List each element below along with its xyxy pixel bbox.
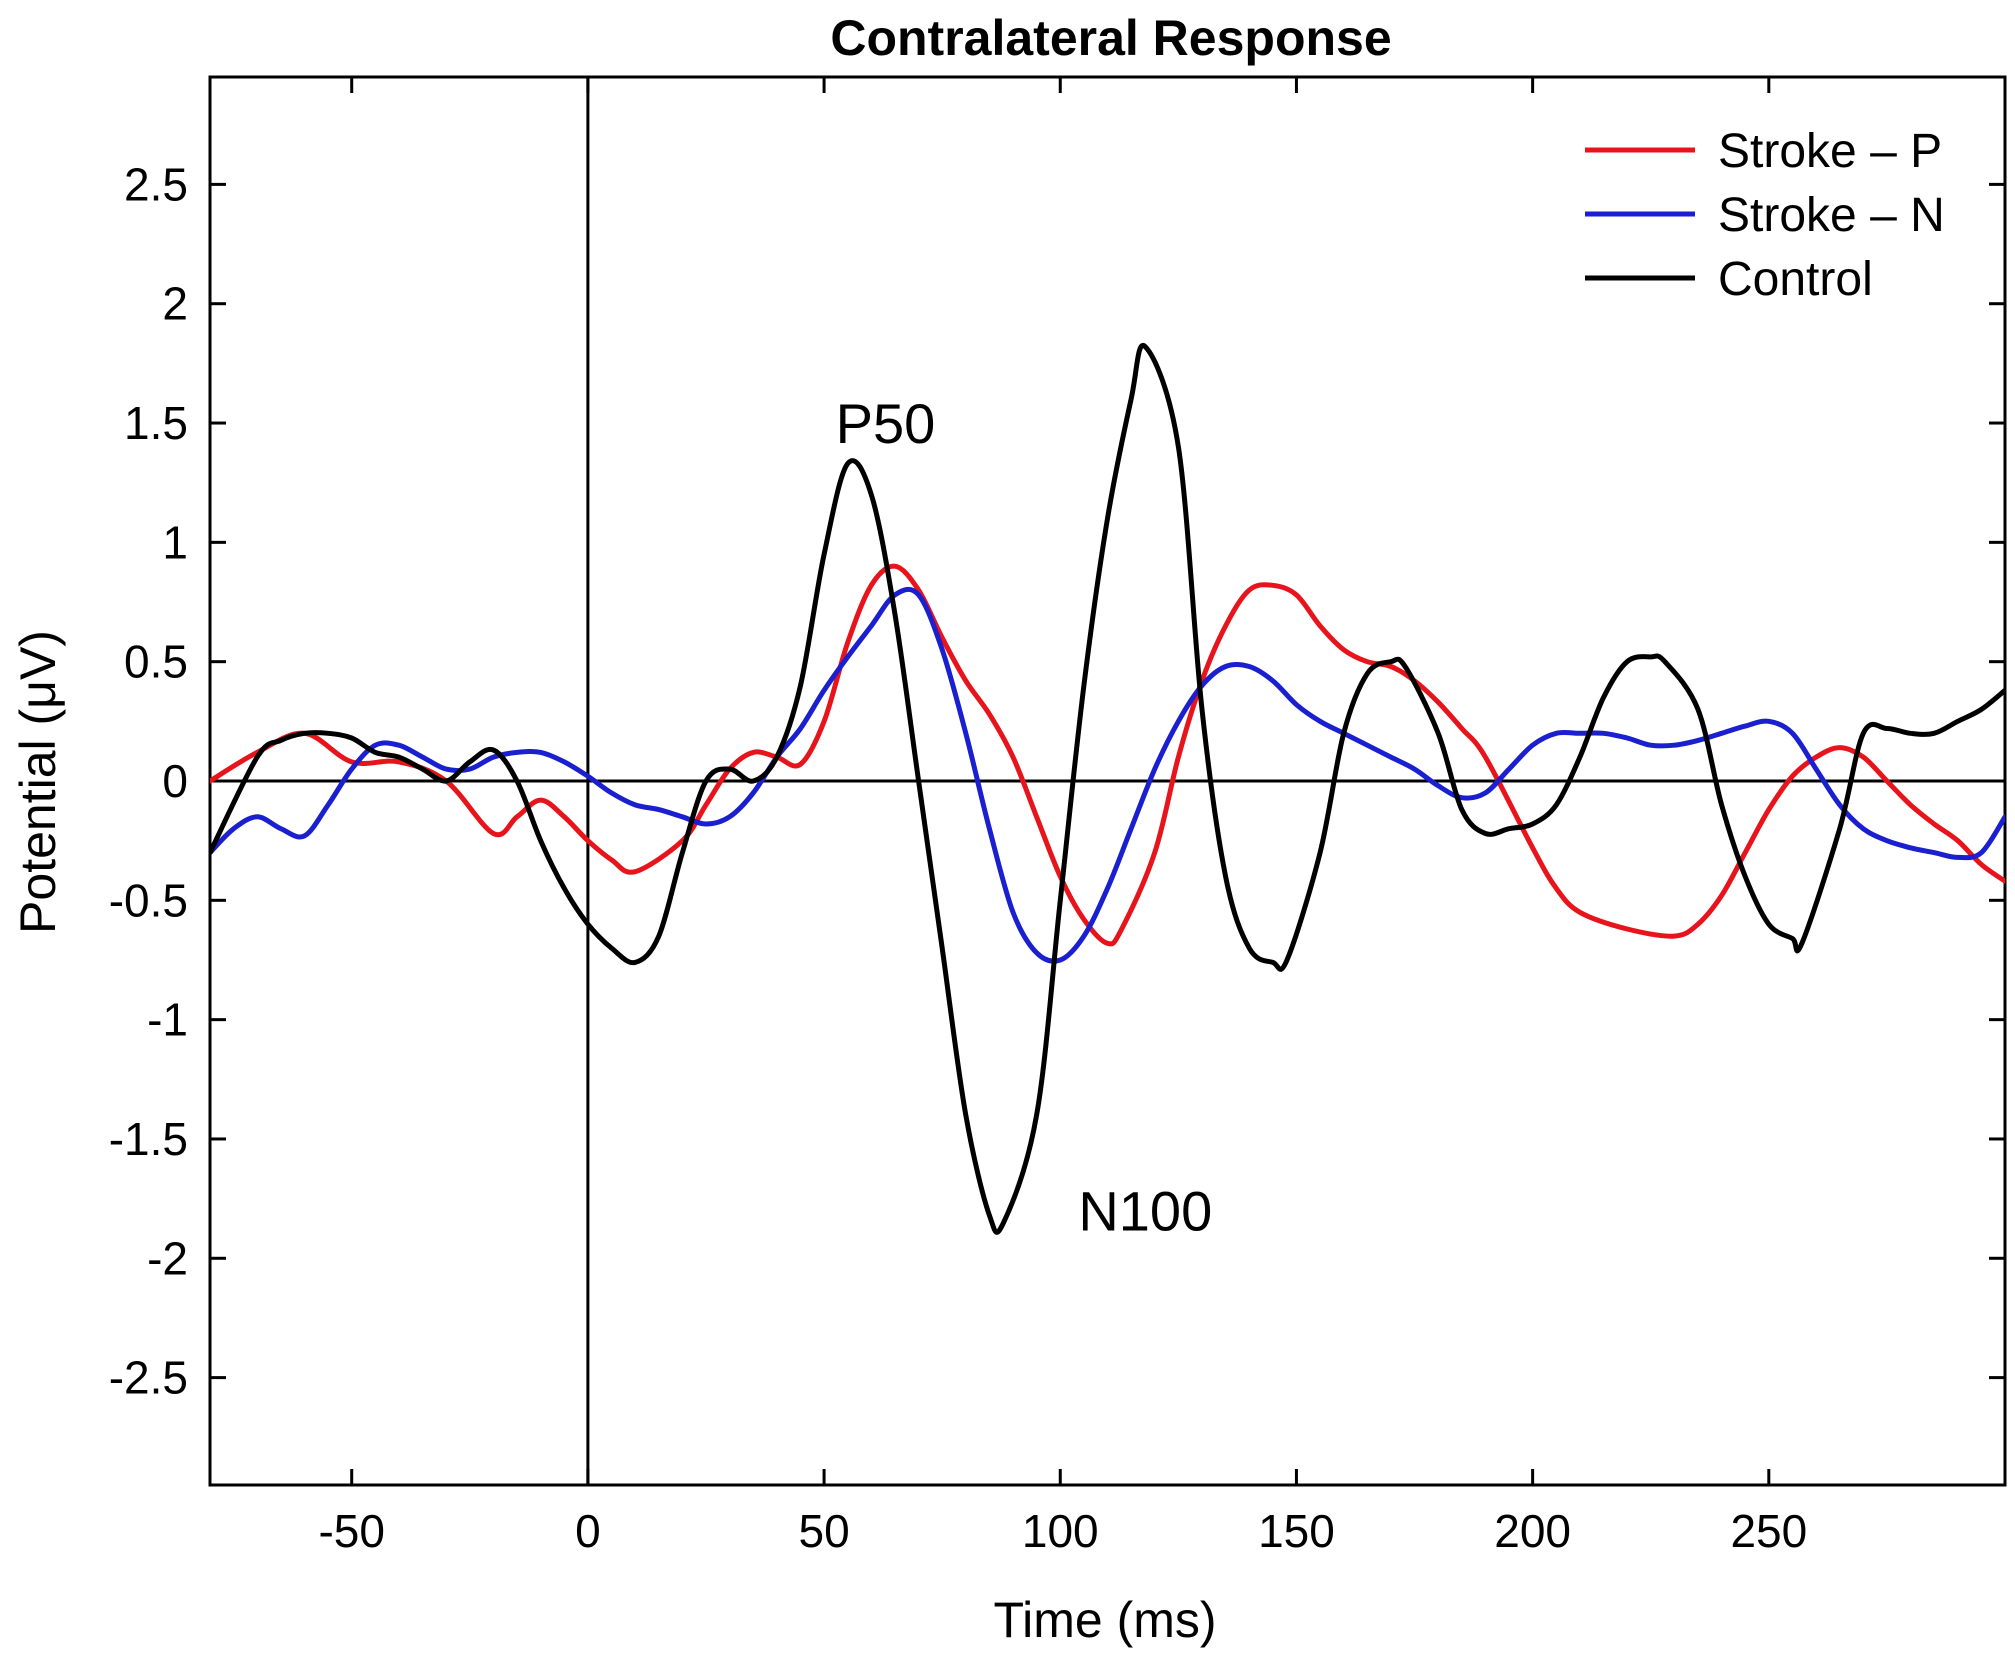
- series-line-stroke-n: [210, 586, 2005, 964]
- series-line-control: [210, 342, 2005, 1235]
- series-group: [210, 342, 2005, 1235]
- y-tick-label: 1: [162, 516, 188, 568]
- legend-label: Control: [1718, 253, 1873, 306]
- y-tick-label: -2: [147, 1232, 188, 1284]
- x-tick-label: 100: [1022, 1505, 1099, 1557]
- y-tick-label: 2.5: [124, 158, 188, 210]
- y-tick-label: 0: [162, 755, 188, 807]
- x-axis-label: Time (ms): [993, 1592, 1216, 1648]
- y-tick-label: 2: [162, 278, 188, 330]
- plot-area: -50 0 50 100 150 200 250 -2.5 -2 -1.5 -1 -0.5 0 0.5 1 1…: [109, 75, 2007, 1557]
- legend: Stroke – P Stroke – N Control: [1585, 125, 1945, 306]
- peak-label-n100: N100: [1078, 1180, 1212, 1243]
- y-tick-label: -0.5: [109, 874, 188, 926]
- y-tick-label: 0.5: [124, 636, 188, 688]
- legend-label: Stroke – P: [1718, 125, 1942, 178]
- peak-label-p50: P50: [836, 392, 936, 455]
- x-tick-label: -50: [318, 1505, 384, 1557]
- y-tick-label: -1.5: [109, 1113, 188, 1165]
- x-tick-label: 250: [1730, 1505, 1807, 1557]
- y-axis-label: Potential (μV): [10, 630, 66, 934]
- legend-label: Stroke – N: [1718, 189, 1945, 242]
- series-line-stroke-p: [210, 563, 2005, 947]
- y-tick-label: 1.5: [124, 397, 188, 449]
- x-tick-label: 150: [1258, 1505, 1335, 1557]
- x-tick-label: 50: [798, 1505, 849, 1557]
- chart-title: Contralateral Response: [830, 10, 1391, 66]
- x-tick-label: 0: [575, 1505, 601, 1557]
- x-tick-label: 200: [1494, 1505, 1571, 1557]
- y-tick-label: -2.5: [109, 1352, 188, 1404]
- y-tick-label: -1: [147, 994, 188, 1046]
